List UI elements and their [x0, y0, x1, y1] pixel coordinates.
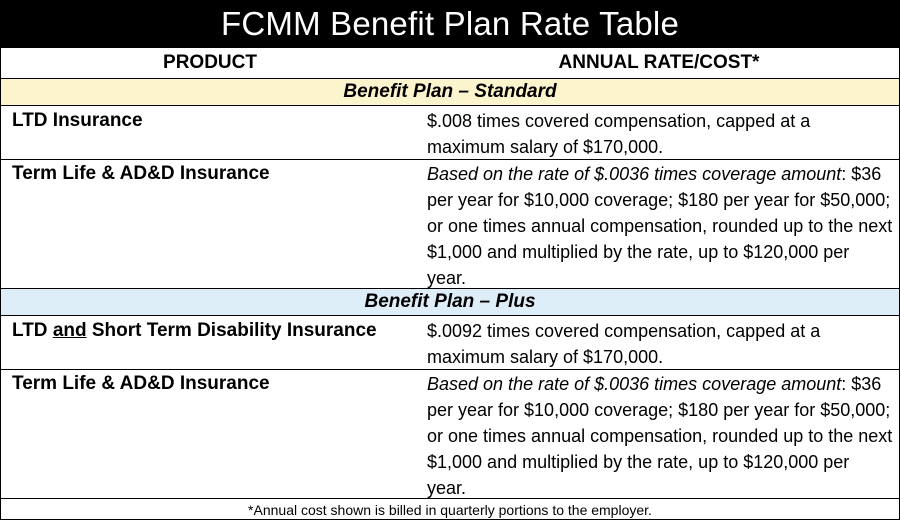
rate-cell: $.0092 times covered compensation, cappe… — [427, 317, 893, 370]
table-row: Term Life & AD&D Insurance Based on the … — [1, 160, 899, 288]
rate-text: : $36 per year for $10,000 coverage; $18… — [427, 164, 893, 288]
column-header-product: PRODUCT — [163, 52, 257, 73]
rate-cell: Based on the rate of $.0036 times covera… — [427, 160, 893, 291]
footnote: *Annual cost shown is billed in quarterl… — [1, 498, 899, 520]
table-row: LTD and Short Term Disability Insurance … — [1, 317, 899, 369]
rate-text: : $36 per year for $10,000 coverage; $18… — [427, 374, 893, 498]
product-cell: LTD and Short Term Disability Insurance — [1, 317, 377, 344]
product-cell: Term Life & AD&D Insurance — [12, 163, 270, 184]
rate-text: $.0092 times covered compensation, cappe… — [427, 321, 821, 367]
product-cell: Term Life & AD&D Insurance — [12, 373, 270, 394]
rate-cell: $.008 times covered compensation, capped… — [427, 107, 893, 160]
product-text-part: Short Term Disability Insurance — [86, 320, 377, 341]
rate-text: $.008 times covered compensation, capped… — [427, 111, 811, 157]
product-text-part: LTD — [12, 320, 53, 341]
column-header-row: PRODUCT ANNUAL RATE/COST* — [1, 47, 899, 78]
product-text-emphasis: and — [52, 320, 87, 341]
row-divider — [1, 159, 899, 160]
column-header-rate: ANNUAL RATE/COST* — [558, 52, 760, 73]
section-header-plus: Benefit Plan – Plus — [1, 288, 899, 316]
rate-cell: Based on the rate of $.0036 times covera… — [427, 370, 893, 501]
row-divider — [1, 369, 899, 370]
rate-lead-text: Based on the rate of $.0036 times covera… — [427, 164, 842, 184]
table-row: LTD Insurance $.008 times covered compen… — [1, 107, 899, 159]
product-cell: LTD Insurance — [12, 110, 143, 131]
table-title: FCMM Benefit Plan Rate Table — [1, 1, 899, 47]
rate-lead-text: Based on the rate of $.0036 times covera… — [427, 374, 842, 394]
table-row: Term Life & AD&D Insurance Based on the … — [1, 370, 899, 498]
section-header-standard: Benefit Plan – Standard — [1, 78, 899, 106]
